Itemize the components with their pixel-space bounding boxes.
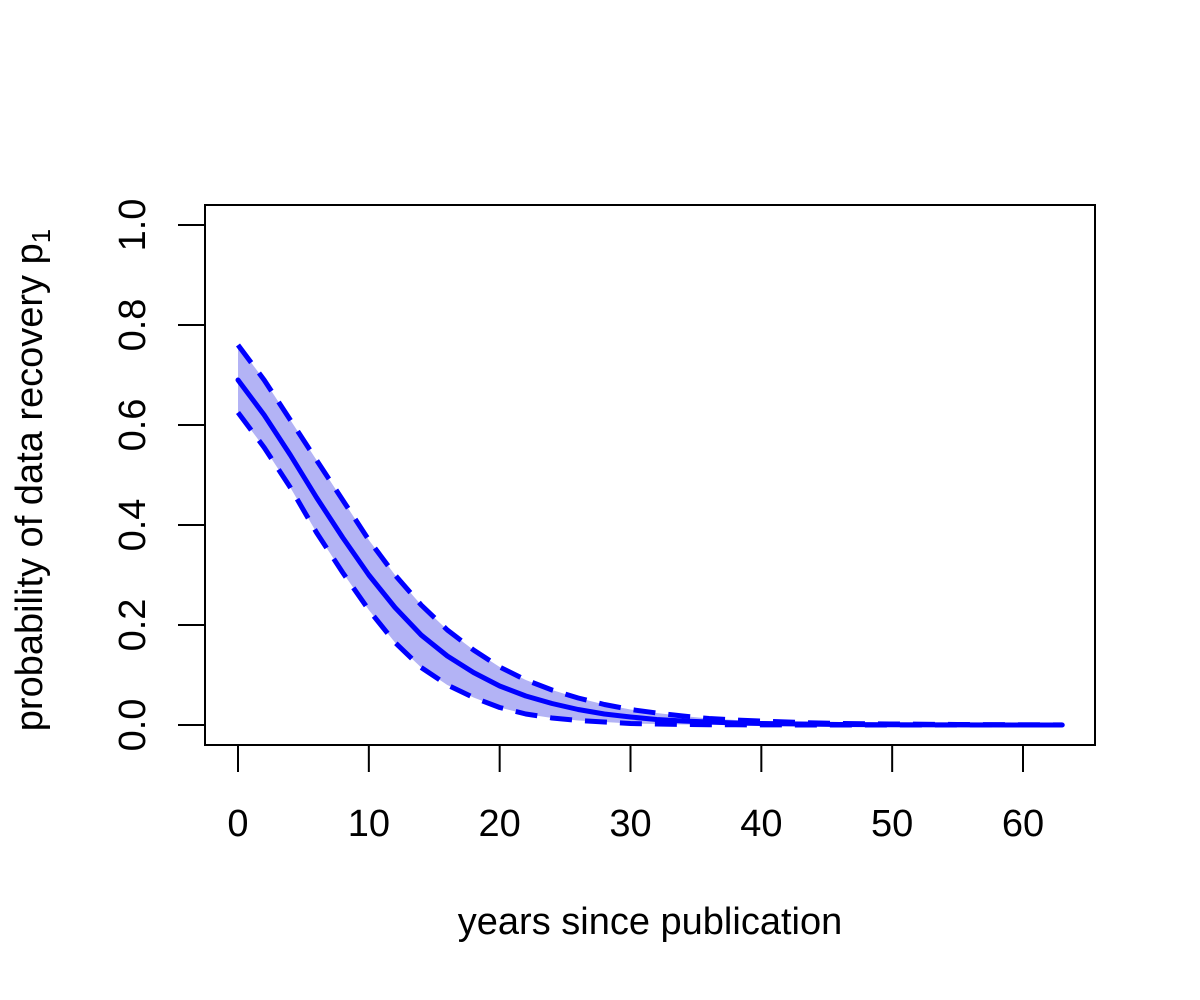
y-tick-label: 0.2: [112, 599, 154, 652]
x-tick-label: 10: [348, 803, 390, 845]
y-axis-title-text: probability of data recovery p: [9, 243, 51, 731]
confidence-band-layer: [238, 345, 1063, 725]
plot-frame: [204, 204, 1096, 746]
x-tick-label: 30: [609, 803, 651, 845]
y-tick-label: 0.8: [112, 299, 154, 352]
y-tick-label: 0.6: [112, 399, 154, 452]
x-axis-title: years since publication: [458, 901, 842, 943]
x-tick-label: 50: [871, 803, 913, 845]
series-lines-layer: [235, 343, 1065, 728]
y-axis: 0.0 0.2 0.4 0.6 0.8 1.0: [112, 199, 206, 752]
x-axis: 0 10 20 30 40 50 60: [227, 744, 1044, 845]
x-tick-label: 60: [1002, 803, 1044, 845]
confidence-band: [238, 345, 1063, 725]
y-axis-title: probability of data recovery p1: [9, 229, 56, 731]
y-tick-label: 0.4: [112, 499, 154, 552]
x-tick-label: 20: [479, 803, 521, 845]
y-axis-title-subscript: 1: [26, 229, 56, 243]
upper-bound-line: [235, 343, 1063, 728]
y-tick-label: 0.0: [112, 699, 154, 752]
x-tick-label: 40: [740, 803, 782, 845]
y-tick-label: 1.0: [112, 199, 154, 252]
x-tick-label: 0: [227, 803, 248, 845]
